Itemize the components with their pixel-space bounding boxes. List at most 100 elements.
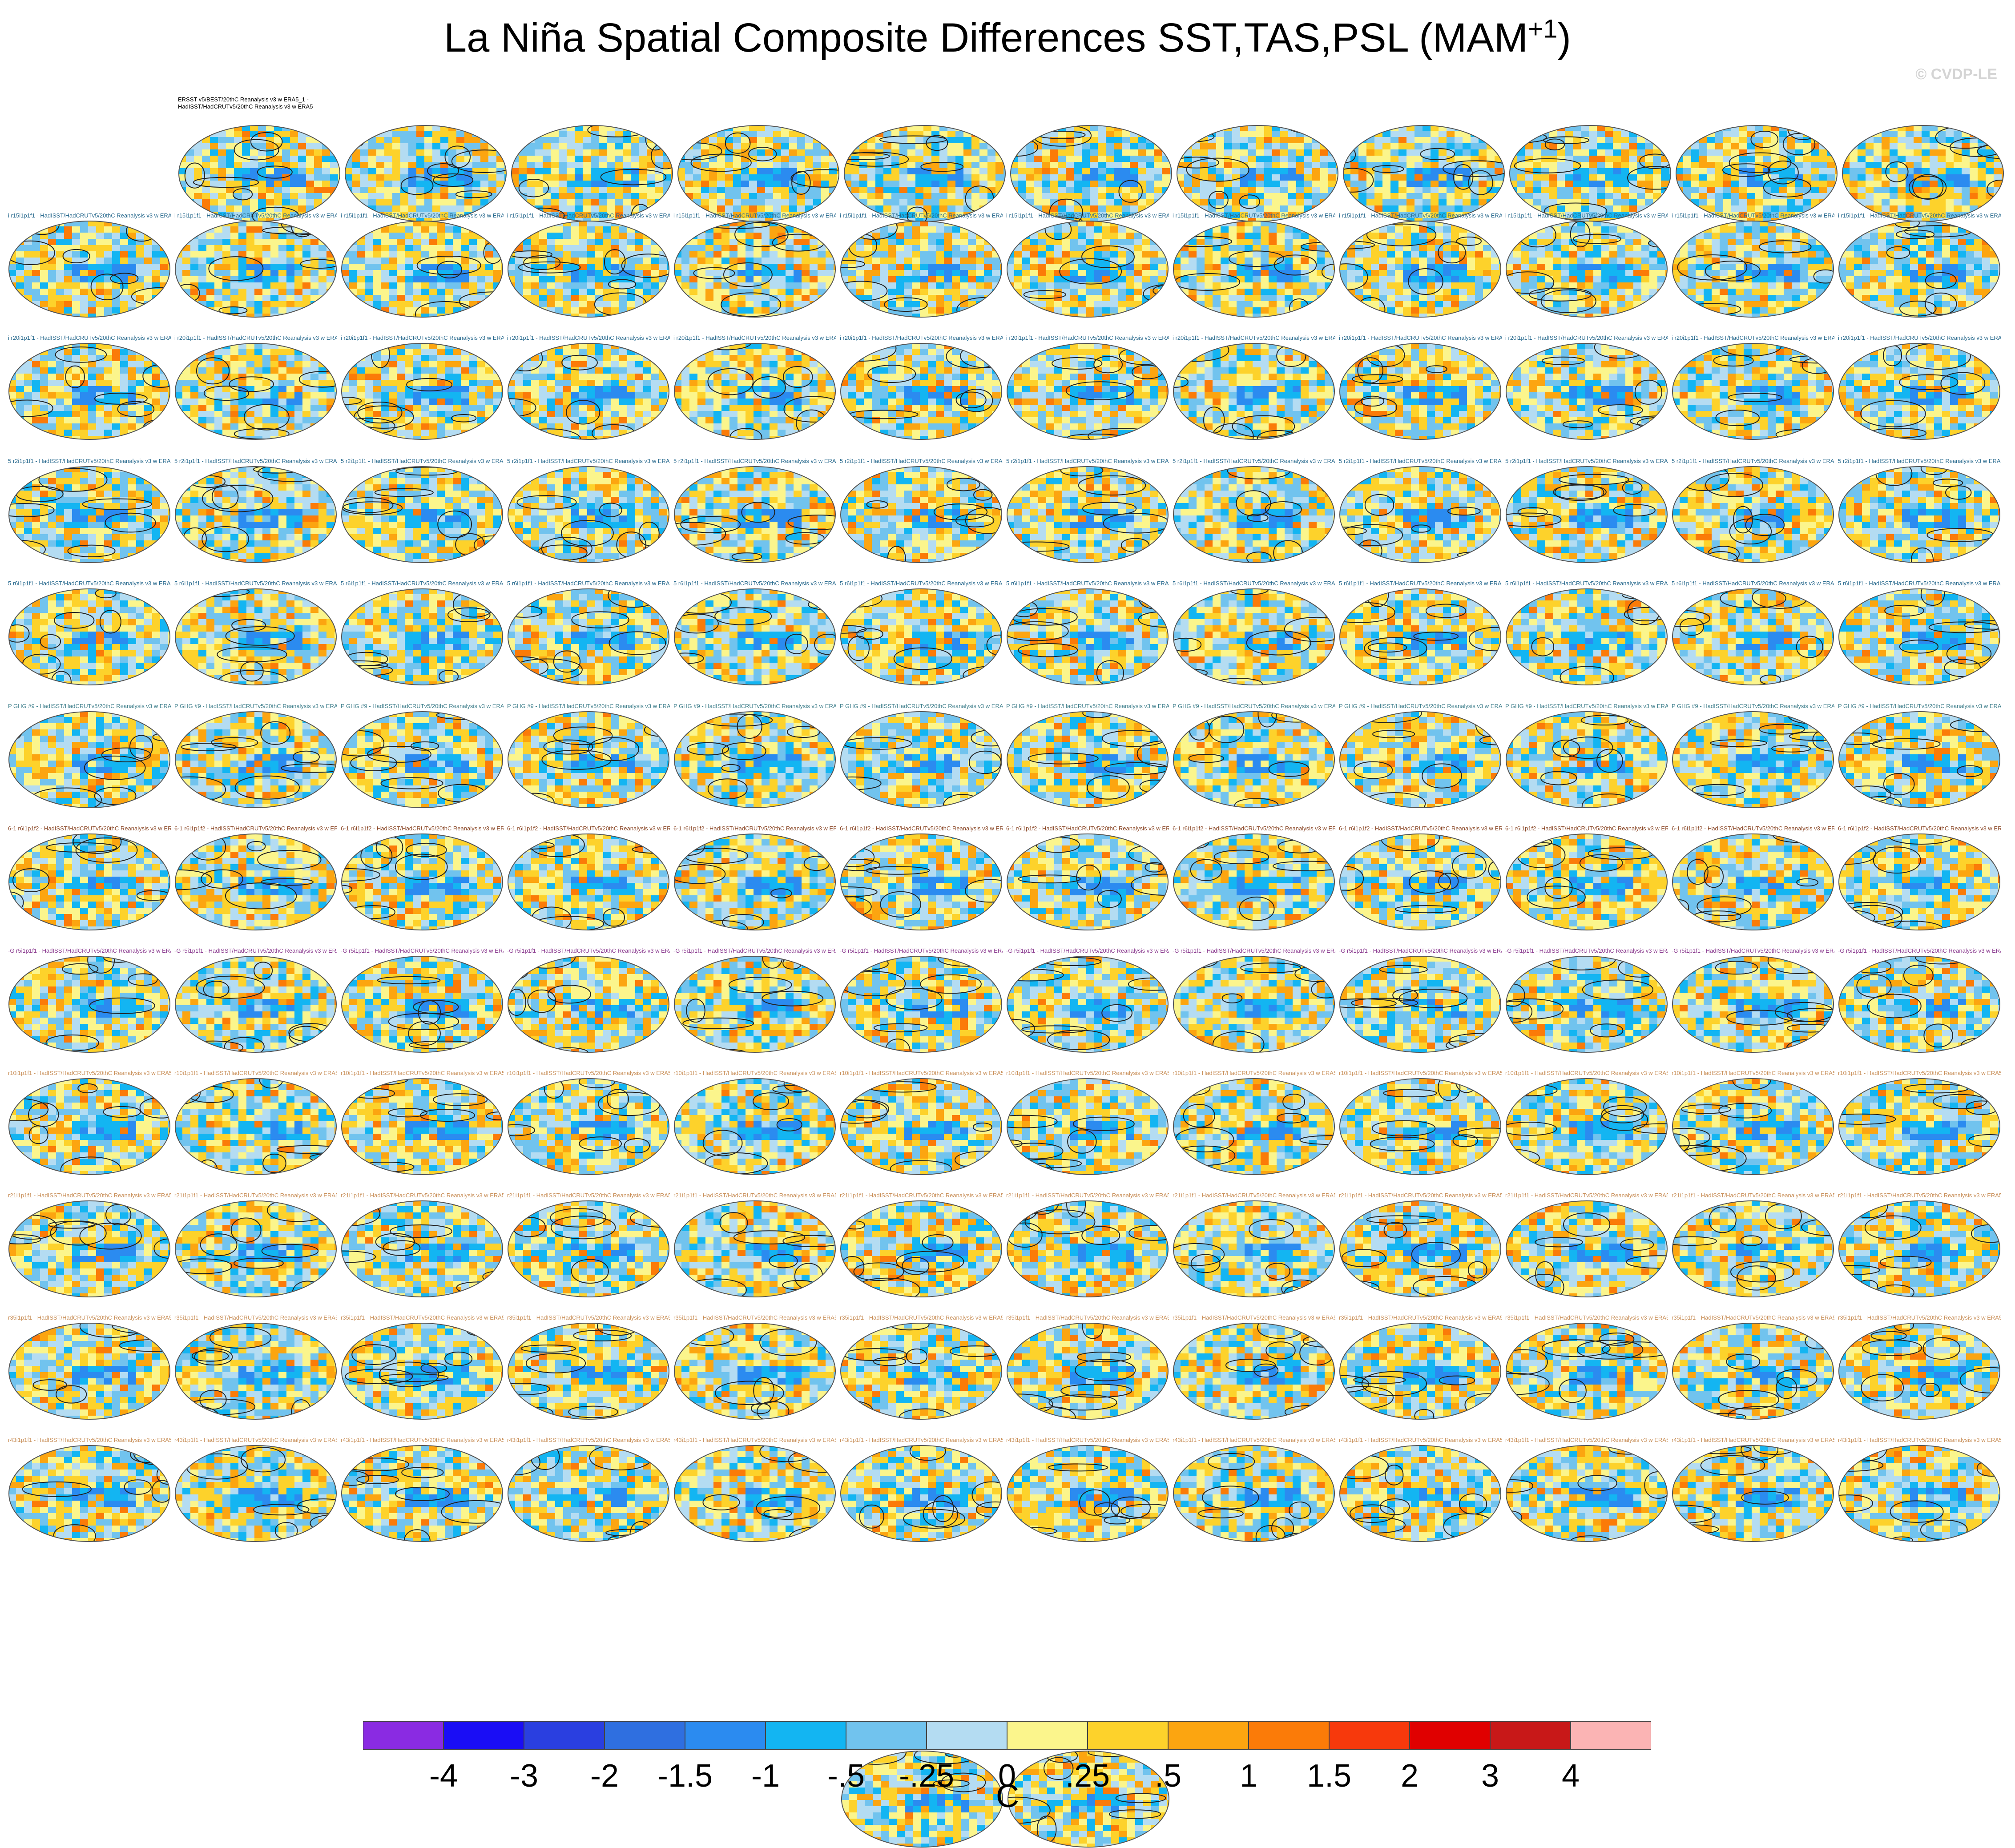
map-cell [384, 149, 392, 156]
map-cell [717, 187, 725, 193]
map-cell [717, 199, 725, 205]
map-cell [1723, 199, 1731, 205]
map-cell [56, 295, 64, 301]
map-cell [631, 174, 639, 181]
map-cell [923, 181, 931, 187]
map-cell [1613, 131, 1621, 137]
map-cell [1898, 187, 1906, 193]
map-cell [563, 239, 571, 245]
map-cell [1906, 199, 1914, 205]
map-cell [1264, 156, 1272, 162]
map-cell [128, 314, 136, 318]
map-cell [1272, 168, 1280, 174]
map-cell [1336, 156, 1339, 162]
map-cell [1018, 125, 1026, 131]
map-cell [1669, 131, 1672, 137]
map-cell [190, 264, 198, 270]
map-cell [1374, 156, 1382, 162]
map-cell [352, 125, 360, 131]
map-cell [607, 187, 615, 193]
map-cell [1240, 187, 1248, 193]
map-cell [469, 251, 477, 258]
map-cell [1098, 156, 1106, 162]
map-cell [1154, 131, 1162, 137]
map-cell [440, 131, 448, 137]
map-cell [515, 220, 523, 226]
map-cell [222, 295, 230, 301]
map-cell [144, 245, 152, 251]
map-cell [392, 174, 400, 181]
map-cell [485, 314, 493, 318]
map-cell [322, 174, 330, 181]
map-cell [1541, 199, 1549, 205]
map-cell [222, 270, 230, 276]
map-cell [709, 199, 717, 205]
map-cell [1463, 193, 1471, 199]
map-cell [429, 314, 437, 318]
map-cell [733, 143, 741, 149]
map-cell [493, 264, 501, 270]
map-cell [583, 143, 591, 149]
map-cell [373, 307, 381, 314]
map-cell [254, 233, 262, 239]
map-cell [1170, 187, 1173, 193]
map-cell [186, 137, 194, 143]
map-cell [306, 168, 314, 174]
map-cell [543, 149, 551, 156]
map-cell [1280, 137, 1288, 143]
map-cell [1098, 143, 1106, 149]
map-cell [757, 174, 765, 181]
map-cell [226, 205, 234, 212]
map-cell [1747, 174, 1755, 181]
map-cell [1557, 193, 1565, 199]
map-cell [821, 168, 829, 174]
map-cell [341, 239, 349, 245]
map-cell [341, 233, 349, 239]
map-cell [306, 125, 314, 131]
map-cell [527, 125, 535, 131]
map-cell [278, 301, 286, 307]
map-cell [1858, 181, 1866, 187]
map-cell [595, 233, 603, 239]
map-cell [1986, 125, 1994, 131]
map-cell [493, 233, 501, 239]
map-cell [1415, 143, 1423, 149]
map-cell [663, 143, 671, 149]
map-cell [631, 187, 639, 193]
map-cell [651, 233, 659, 239]
map-cell [480, 181, 488, 187]
map-cell [392, 181, 400, 187]
map-cell [416, 162, 424, 168]
map-cell [859, 162, 867, 168]
map-cell [310, 226, 318, 233]
map-cell [1842, 193, 1850, 199]
map-cell [1050, 181, 1058, 187]
map-cell [765, 193, 773, 199]
map-cell [421, 251, 429, 258]
map-cell [488, 168, 496, 174]
map-cell [1954, 187, 1962, 193]
map-cell [322, 137, 330, 143]
map-cell [1605, 143, 1613, 149]
map-cell [1184, 156, 1192, 162]
map-cell [1683, 205, 1691, 212]
map-cell [1304, 143, 1312, 149]
map-cell [1170, 205, 1173, 212]
map-cell [282, 168, 290, 174]
map-cell [1406, 156, 1415, 162]
map-cell [198, 314, 206, 318]
map-cell [242, 174, 250, 181]
map-cell [867, 162, 875, 168]
map-cell [56, 264, 64, 270]
map-cell [527, 181, 535, 187]
map-cell [1715, 199, 1723, 205]
map-cell [1398, 143, 1406, 149]
map-cell [789, 149, 797, 156]
map-cell [400, 143, 408, 149]
map-cell [112, 233, 120, 239]
map-cell [1503, 137, 1505, 143]
map-cell [1994, 125, 2002, 131]
map-cell [405, 307, 413, 314]
map-cell [1675, 137, 1683, 143]
map-cell [461, 276, 469, 282]
